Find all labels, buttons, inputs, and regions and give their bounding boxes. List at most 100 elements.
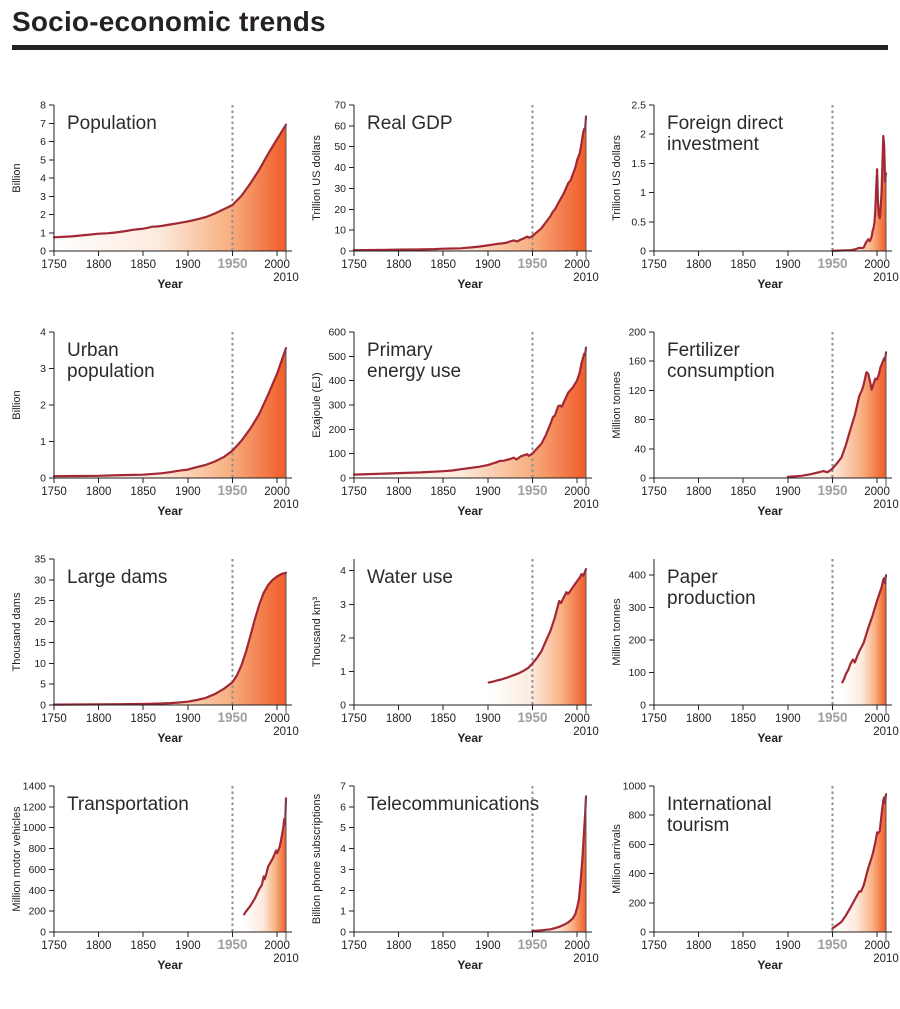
population-x-tick-label: 1900 <box>175 259 201 271</box>
population-y-axis-title: Billion <box>11 163 23 192</box>
urban-population-x-tick-label: 1750 <box>41 486 67 498</box>
large-dams-y-tick-label: 35 <box>34 554 46 566</box>
primary-energy-use-x-tick-label: 1850 <box>430 486 456 498</box>
telecommunications-trend-line <box>531 795 588 933</box>
paper-production-x-axis-title: Year <box>757 731 783 745</box>
population-y-tick-label: 4 <box>40 173 46 185</box>
real-gdp-y-tick-label: 70 <box>334 100 346 112</box>
primary-energy-use-x-end-label: 2010 <box>573 499 599 511</box>
real-gdp-y-tick-label: 30 <box>334 183 346 195</box>
real-gdp-x-tick-label: 1800 <box>386 259 412 271</box>
foreign-direct-investment-y-tick-labels: 0 0.5 1 1.5 2 2.5 <box>631 100 654 258</box>
telecommunications-y-tick-label: 6 <box>340 801 346 813</box>
large-dams-x-tick-label: 1750 <box>41 713 67 725</box>
real-gdp-x-tick-label: 1850 <box>430 259 456 271</box>
international-tourism-x-tick-label: 1900 <box>775 940 801 952</box>
large-dams-x-tick-label: 1900 <box>175 713 201 725</box>
transportation-y-axis-title: Million motor vehicles <box>11 806 23 912</box>
population-y-tick-label: 5 <box>40 154 46 166</box>
foreign-direct-investment-y-axis-title: Trillion US dollars <box>611 135 623 221</box>
foreign-direct-investment-x-tick-label: 1900 <box>775 259 801 271</box>
telecommunications-y-tick-labels: 0 1 2 3 4 5 6 7 <box>340 781 354 939</box>
telecommunications-y-tick-label: 7 <box>340 781 346 793</box>
international-tourism-area-fill <box>832 794 886 932</box>
real-gdp-y-tick-label: 40 <box>334 162 346 174</box>
urban-population-y-tick-label: 0 <box>40 473 46 485</box>
fertilizer-consumption-y-tick-label: 0 <box>640 473 646 485</box>
fertilizer-consumption-y-tick-label: 120 <box>628 385 646 397</box>
water-use-axes <box>353 559 592 706</box>
large-dams-y-tick-label: 5 <box>40 679 46 691</box>
fertilizer-consumption-y-tick-label: 160 <box>628 356 646 368</box>
population-y-tick-label: 3 <box>40 191 46 203</box>
fertilizer-consumption-x-tick-label: 1900 <box>775 486 801 498</box>
international-tourism-y-tick-label: 1000 <box>623 781 647 793</box>
fertilizer-consumption-y-tick-label: 40 <box>634 443 646 455</box>
real-gdp-area-fill <box>354 116 586 251</box>
international-tourism-x-end-label: 2010 <box>873 953 899 965</box>
urban-population-trend-line <box>52 347 288 478</box>
telecommunications-y-tick-label: 5 <box>340 822 346 834</box>
transportation-area-fill <box>244 798 286 932</box>
international-tourism-y-tick-label: 200 <box>628 897 646 909</box>
transportation-title: Transportation <box>67 794 189 815</box>
water-use-y-tick-label: 3 <box>340 599 346 611</box>
telecommunications-x-tick-label: 1850 <box>430 940 456 952</box>
fertilizer-consumption-title-line: consumption <box>667 361 775 382</box>
transportation-y-tick-label: 800 <box>28 843 46 855</box>
foreign-direct-investment-y-tick-label: 2 <box>640 129 646 141</box>
real-gdp-y-tick-label: 60 <box>334 120 346 132</box>
large-dams-title-line: Large dams <box>67 567 167 588</box>
population-area-fill <box>54 124 286 251</box>
paper-production-title-line: Paper <box>667 567 718 588</box>
foreign-direct-investment-x-tick-label: 2000 <box>864 259 890 271</box>
primary-energy-use-y-axis-title: Exajoule (EJ) <box>311 372 323 437</box>
international-tourism-y-tick-label: 0 <box>640 927 646 939</box>
real-gdp-x-tick-label: 1750 <box>341 259 367 271</box>
paper-production-y-tick-label: 300 <box>628 602 646 614</box>
paper-production-y-axis-title: Million tonnes <box>611 598 623 666</box>
transportation-axes <box>53 786 292 933</box>
water-use-x-tick-label: 1800 <box>386 713 412 725</box>
international-tourism-title-line: tourism <box>667 815 729 836</box>
primary-energy-use-x-tick-label: 1900 <box>475 486 501 498</box>
real-gdp-title-line: Real GDP <box>367 113 453 134</box>
large-dams-y-tick-label: 15 <box>34 637 46 649</box>
foreign-direct-investment-x-end-label: 2010 <box>873 272 899 284</box>
international-tourism-title-line: International <box>667 794 772 815</box>
chart-panel-primary-energy-use: 0 100 200 300 400 500 600 1750 1800 1850 1900 1950 2… <box>300 318 600 545</box>
transportation-y-tick-label: 200 <box>28 906 46 918</box>
large-dams-trend-line <box>52 571 288 706</box>
telecommunications-x-tick-label: 1900 <box>475 940 501 952</box>
telecommunications-y-axis-title: Billion phone subscriptions <box>311 793 323 924</box>
fertilizer-consumption-axes <box>653 332 892 479</box>
transportation-x-tick-label-1950: 1950 <box>217 937 247 952</box>
international-tourism-y-tick-label: 400 <box>628 868 646 880</box>
population-x-tick-label: 1850 <box>130 259 156 271</box>
paper-production-x-tick-label-1950: 1950 <box>817 710 847 725</box>
primary-energy-use-x-tick-label: 2000 <box>564 486 590 498</box>
international-tourism-y-axis-title: Million arrivals <box>611 824 623 894</box>
population-y-tick-label: 8 <box>40 100 46 112</box>
water-use-y-tick-label: 4 <box>340 565 346 577</box>
fertilizer-consumption-x-end-label: 2010 <box>873 499 899 511</box>
urban-population-x-tick-label: 2000 <box>264 486 290 498</box>
foreign-direct-investment-title-line: Foreign direct <box>667 113 784 134</box>
fertilizer-consumption-y-axis-title: Million tonnes <box>611 371 623 439</box>
fertilizer-consumption-x-tick-label: 1750 <box>641 486 667 498</box>
large-dams-x-tick-label: 1850 <box>130 713 156 725</box>
telecommunications-y-tick-label: 2 <box>340 885 346 897</box>
paper-production-x-tick-label: 1750 <box>641 713 667 725</box>
urban-population-title-line: Urban <box>67 340 119 361</box>
transportation-y-tick-label: 600 <box>28 864 46 876</box>
foreign-direct-investment-axes <box>653 105 892 252</box>
international-tourism-x-tick-label: 1750 <box>641 940 667 952</box>
